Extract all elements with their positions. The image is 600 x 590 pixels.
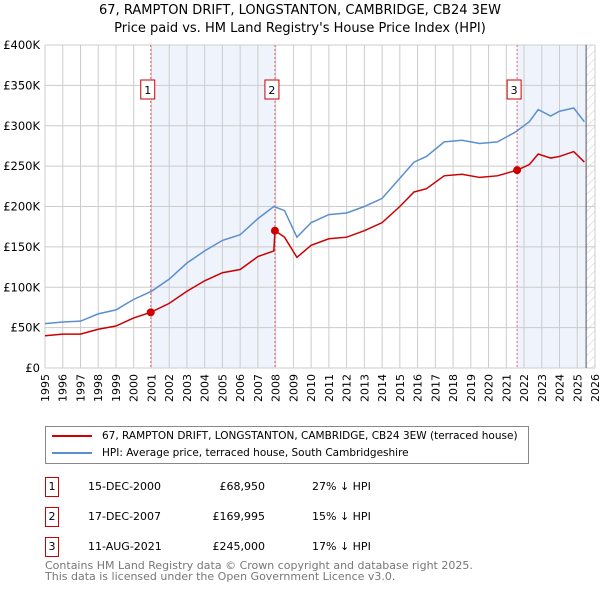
x-tick-label: 2013 [358,374,371,402]
x-tick-label: 2023 [536,374,549,402]
legend-label: 67, RAMPTON DRIFT, LONGSTANTON, CAMBRIDG… [102,430,518,442]
y-tick-label: £400K [3,38,40,52]
x-tick-label: 2017 [429,374,442,402]
x-tick-label: 2003 [181,374,194,402]
x-tick-label: 2005 [216,374,229,402]
y-tick-label: £0 [25,361,40,375]
sale-row: 3 11-AUG-2021 £245,000 17% ↓ HPI [45,537,445,557]
legend-swatch-blue [52,452,92,454]
sale-date: 17-DEC-2007 [88,510,162,523]
x-tick-label: 2014 [376,374,389,402]
sale-date: 11-AUG-2021 [88,540,162,553]
sale-label: 1 [144,84,151,97]
series-line [44,150,585,337]
sale-point [513,166,522,175]
y-tick-label: £300K [3,119,40,133]
x-tick-label: 2007 [252,374,265,402]
y-tick-label: £50K [11,321,41,335]
sale-point [270,226,279,235]
legend-item-price: 67, RAMPTON DRIFT, LONGSTANTON, CAMBRIDG… [52,430,518,442]
series-line [44,107,585,325]
x-tick-label: 2010 [305,374,318,402]
x-tick-label: 2021 [500,374,513,402]
x-tick-label: 2012 [341,374,354,402]
x-tick-label: 2001 [145,374,158,402]
x-tick-label: 2015 [394,374,407,402]
legend: 67, RAMPTON DRIFT, LONGSTANTON, CAMBRIDG… [45,426,529,464]
y-tick-label: £250K [3,159,40,173]
y-tick-label: £200K [3,200,40,214]
x-tick-label: 2026 [589,374,600,402]
x-tick-label: 1995 [39,374,52,402]
sale-point [146,308,155,317]
sale-price: £169,995 [212,510,266,523]
sale-label-box [264,79,280,100]
x-tick-label: 2006 [234,374,247,402]
y-tick-label: £350K [3,78,40,92]
sale-date: 15-DEC-2000 [88,480,162,493]
x-tick-label: 2022 [518,374,531,402]
chart-subtitle: Price paid vs. HM Land Registry's House … [114,21,486,36]
x-tick-label: 1997 [74,374,87,402]
x-tick-label: 2002 [163,374,176,402]
sale-row: 1 15-DEC-2000 £68,950 27% ↓ HPI [45,477,445,497]
chart-title: 67, RAMPTON DRIFT, LONGSTANTON, CAMBRIDG… [99,3,501,18]
plot-area: 1995 1996 1997 1998 1999 2000 2001 2002 2003 2004… [3,38,600,402]
sale-label: 2 [268,84,275,97]
legend-swatch-red [52,435,92,437]
x-tick-label: 2009 [287,374,300,402]
sale-label: 3 [511,84,518,97]
sale-marker-badge: 2 [45,507,59,527]
sale-row: 2 17-DEC-2007 £169,995 15% ↓ HPI [45,507,445,527]
sale-label-box [506,79,522,100]
sale-hpi-diff: 27% ↓ HPI [312,480,371,493]
x-tick-label: 2011 [323,374,336,402]
sale-hpi-diff: 15% ↓ HPI [312,510,371,523]
y-tick-label: £100K [3,280,40,294]
x-tick-label: 2019 [465,374,478,402]
x-tick-label: 2025 [571,374,584,402]
x-tick-label: 2016 [412,374,425,402]
x-tick-label: 2020 [483,374,496,402]
y-tick-label: £150K [3,240,40,254]
sale-hpi-diff: 17% ↓ HPI [312,540,371,553]
x-tick-label: 2024 [554,374,567,402]
legend-label: HPI: Average price, terraced house, Sout… [102,447,409,459]
footer: Contains HM Land Registry data © Crown c… [45,560,473,582]
x-tick-label: 1998 [92,374,105,402]
x-tick-label: 2018 [447,374,460,402]
sale-price: £245,000 [212,540,266,553]
footer-line: This data is licensed under the Open Gov… [45,570,396,583]
x-tick-label: 1999 [110,374,123,402]
sale-marker-badge: 1 [45,477,59,497]
x-tick-label: 2000 [128,374,141,402]
x-tick-label: 2008 [270,374,283,402]
legend-item-hpi: HPI: Average price, terraced house, Sout… [52,447,409,459]
x-tick-label: 1996 [57,374,70,402]
sale-label-box [140,79,156,100]
x-tick-label: 2004 [199,374,212,402]
sale-marker-badge: 3 [45,537,59,557]
footer-line: Contains HM Land Registry data © Crown c… [45,559,473,572]
sale-price: £68,950 [219,480,266,493]
